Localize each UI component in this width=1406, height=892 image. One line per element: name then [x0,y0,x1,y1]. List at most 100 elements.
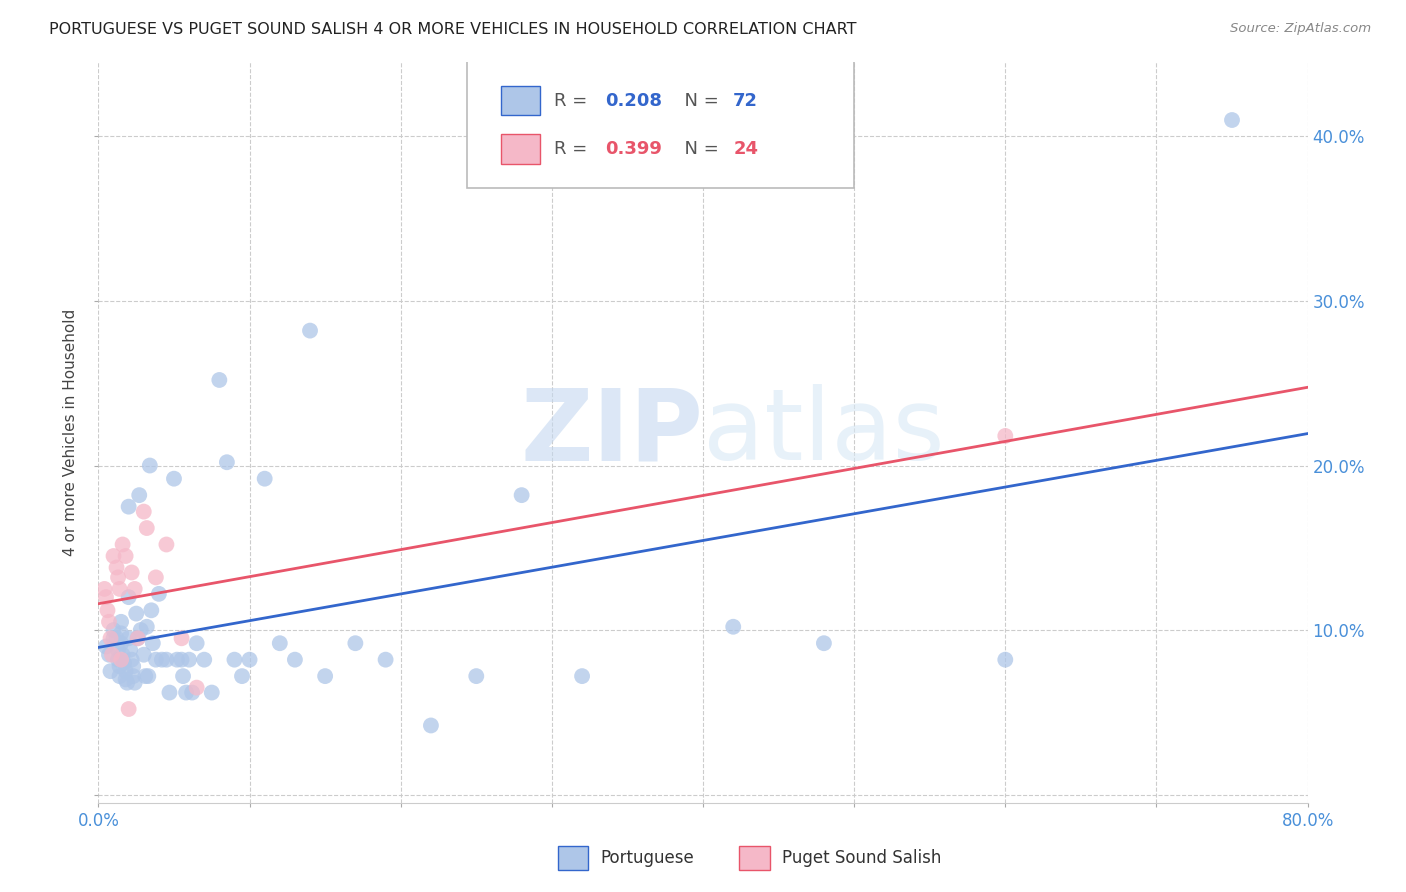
Point [115,675,138,690]
Point [142,636,165,650]
Text: PORTUGUESE VS PUGET SOUND SALISH 4 OR MORE VEHICLES IN HOUSEHOLD CORRELATION CHA: PORTUGUESE VS PUGET SOUND SALISH 4 OR MO… [49,22,856,37]
Point [166,653,188,667]
Point [114,673,136,687]
Text: 0.208: 0.208 [605,92,662,110]
Point [107,570,129,584]
Text: atlas: atlas [703,384,945,481]
Point [193,653,215,667]
FancyBboxPatch shape [467,59,855,188]
Point [141,603,163,617]
Point [299,324,322,338]
Point [112,656,135,670]
Point [124,582,146,596]
Point [94,640,117,654]
Text: 24: 24 [734,140,758,158]
Point [108,582,131,596]
Point [174,685,197,699]
Point [170,653,193,667]
Point [122,659,145,673]
Point [107,642,129,657]
Point [110,626,132,640]
Point [108,669,131,683]
Point [150,653,173,667]
Point [170,632,193,646]
Point [103,623,125,637]
Point [148,587,170,601]
Point [208,373,231,387]
Point [159,685,181,699]
Point [103,632,125,646]
Point [510,488,533,502]
Point [172,669,194,683]
Point [96,603,118,617]
Point [1220,113,1243,128]
Point [239,653,262,667]
Point [98,615,121,629]
Point [110,636,132,650]
Point [186,681,208,695]
Point [122,669,145,683]
Point [125,607,148,621]
Point [120,642,142,657]
Point [93,582,115,596]
Point [163,472,186,486]
Point [201,685,224,699]
Point [110,653,132,667]
Point [118,702,141,716]
Point [118,500,141,514]
Point [114,664,136,678]
Point [124,675,146,690]
Y-axis label: 4 or more Vehicles in Household: 4 or more Vehicles in Household [63,309,79,557]
Text: 0.399: 0.399 [605,140,662,158]
Point [813,636,835,650]
Point [186,636,208,650]
Point [135,620,157,634]
Point [121,566,143,580]
Point [135,521,157,535]
Point [94,590,117,604]
Point [110,615,132,629]
Point [344,636,367,650]
Point [108,659,131,673]
Text: N =: N = [672,140,724,158]
Point [111,648,134,662]
Text: R =: R = [554,140,593,158]
Point [155,653,177,667]
Point [132,505,155,519]
Point [105,560,128,574]
Point [101,648,124,662]
Point [98,648,121,662]
Point [994,653,1017,667]
Point [127,632,149,646]
Point [181,685,204,699]
Point [420,718,443,732]
FancyBboxPatch shape [740,847,769,871]
Point [134,669,156,683]
Point [118,590,141,604]
Point [155,537,177,551]
Point [127,632,149,646]
Point [145,653,167,667]
Point [571,669,593,683]
Point [136,669,159,683]
Text: R =: R = [554,92,593,110]
Point [253,472,276,486]
FancyBboxPatch shape [558,847,588,871]
Point [132,648,155,662]
Point [465,669,488,683]
Point [374,653,396,667]
Text: Portuguese: Portuguese [600,849,695,867]
Text: Source: ZipAtlas.com: Source: ZipAtlas.com [1230,22,1371,36]
Point [314,669,336,683]
Point [100,632,122,646]
Point [269,636,291,650]
Point [215,455,238,469]
Point [139,458,162,473]
Point [994,429,1017,443]
Text: Puget Sound Salish: Puget Sound Salish [782,849,941,867]
Point [284,653,307,667]
Text: ZIP: ZIP [520,384,703,481]
Point [224,653,246,667]
Point [231,669,253,683]
Point [114,549,136,563]
